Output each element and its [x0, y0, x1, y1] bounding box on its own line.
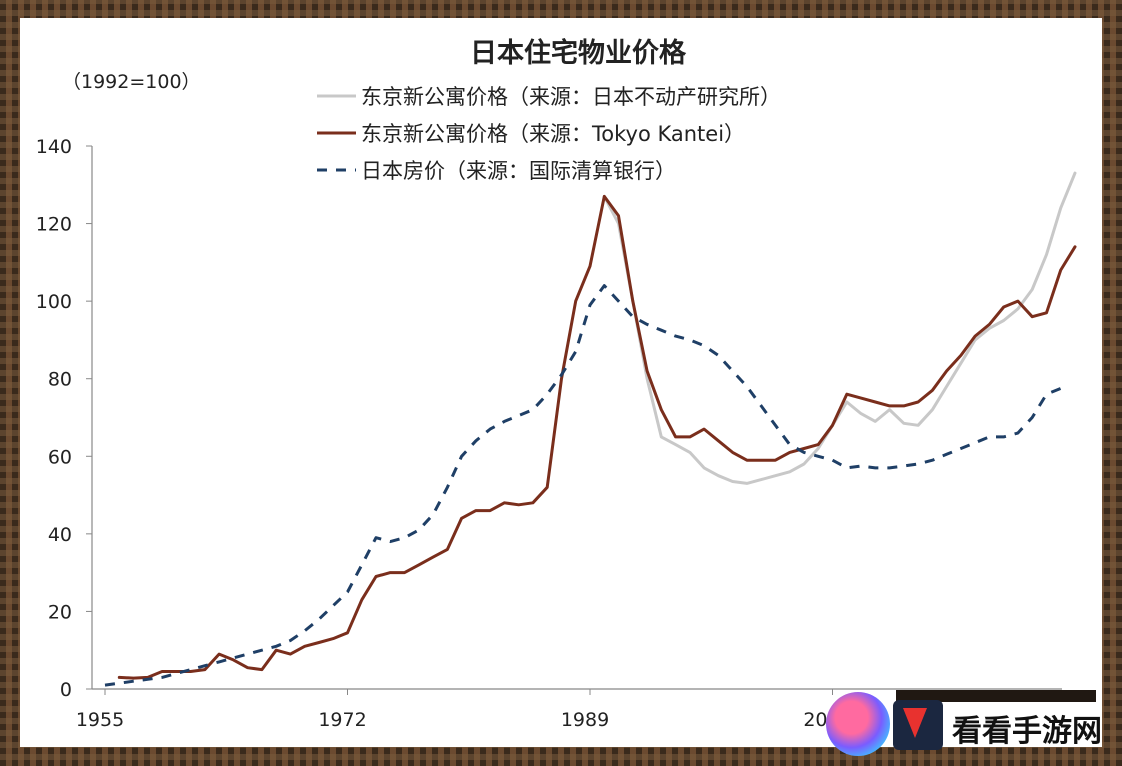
- series-line-1: [602, 171, 1077, 485]
- chart-title: 日本住宅物业价格: [470, 37, 687, 69]
- legend-label: 东京新公寓价格（来源：日本不动产研究所）: [361, 85, 781, 109]
- y-tick-label: 100: [36, 291, 72, 313]
- legend-label: 东京新公寓价格（来源：Tokyo Kantei）: [361, 122, 745, 146]
- unit-note: （1992=100）: [62, 71, 201, 93]
- series-layer: [104, 171, 1077, 687]
- legend-label: 日本房价（来源：国际清算银行）: [361, 159, 676, 183]
- y-tick-label: 120: [36, 214, 72, 236]
- y-tick-label: 80: [48, 369, 72, 391]
- legend: 东京新公寓价格（来源：日本不动产研究所） 东京新公寓价格（来源：Tokyo Kan…: [317, 85, 781, 183]
- y-tick-label: 140: [36, 136, 72, 158]
- x-tick-label: 1989: [561, 709, 609, 731]
- watermark-logo-icon: [826, 692, 890, 756]
- y-tick-label: 0: [60, 679, 72, 701]
- x-tick-label: 1955: [76, 709, 124, 731]
- x-tick-label: 1972: [318, 709, 366, 731]
- series-line-3: [104, 284, 1062, 687]
- watermark-text: 看看手游网: [952, 714, 1102, 749]
- y-tick-label: 40: [48, 524, 72, 546]
- axes: 0204060801001201401955197219892006: [36, 136, 1062, 731]
- y-tick-label: 20: [48, 601, 72, 623]
- watermark-strip: [896, 690, 1096, 702]
- watermark-v-icon: [903, 708, 927, 738]
- series-line-2: [117, 194, 1077, 680]
- y-tick-label: 60: [48, 446, 72, 468]
